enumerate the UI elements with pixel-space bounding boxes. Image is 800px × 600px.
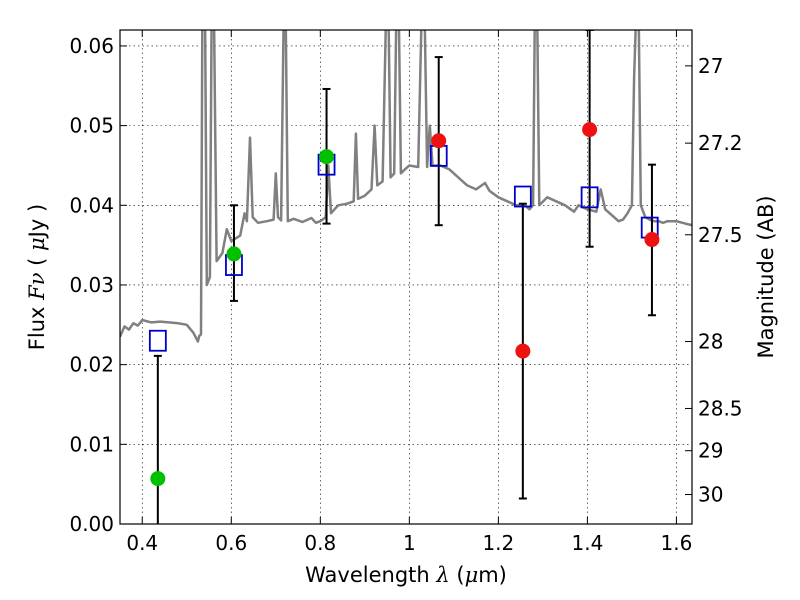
red-data-point-3: [644, 232, 660, 248]
y-tick-label-4: 0.04: [69, 193, 114, 217]
y-tick-label-2: 0.02: [69, 353, 114, 377]
right-tick-label-0: 27: [698, 54, 723, 78]
x-axis-label: Wavelength λ (μm): [305, 563, 507, 587]
right-tick-label-3: 28: [698, 330, 723, 354]
x-tick-label-6: 1.6: [661, 531, 693, 555]
x-axis-ticks: 0.4 0.6 0.8 1 1.2 1.4 1.6: [126, 30, 692, 555]
green-data-point-0: [150, 471, 166, 487]
y-tick-label-6: 0.06: [69, 34, 114, 58]
model-band-square-4: [513, 185, 532, 208]
right-tick-label-4: 28.5: [698, 396, 743, 420]
y-axis-ticks: 0.00 0.01 0.02 0.03 0.04 0.05 0.06: [69, 34, 127, 536]
x-tick-label-0: 0.4: [126, 531, 158, 555]
x-tick-label-3: 1: [403, 531, 416, 555]
red-data-point-2: [582, 122, 598, 138]
y-axis-label: Flux Fν ( μJy ): [25, 204, 49, 350]
observed-photometry-points: [150, 122, 660, 487]
model-spectrum-group: [120, 30, 692, 343]
y-tick-label-0: 0.00: [69, 512, 114, 536]
y-tick-label-3: 0.03: [69, 273, 114, 297]
model-spectrum-line: [120, 30, 692, 343]
right-tick-label-5: 29: [698, 439, 723, 463]
x-tick-label-5: 1.4: [571, 531, 603, 555]
y-tick-label-1: 0.01: [69, 432, 114, 456]
model-band-square-5: [580, 186, 599, 209]
right-tick-label-2: 27.5: [698, 223, 743, 247]
plot-frame: [119, 29, 693, 525]
green-data-point-2: [319, 149, 335, 165]
model-band-square-0: [148, 329, 167, 352]
right-tick-label-6: 30: [698, 483, 723, 507]
x-tick-label-1: 0.6: [215, 531, 247, 555]
green-data-point-1: [226, 246, 242, 262]
right-axis-label: Magnitude (AB): [754, 195, 778, 358]
x-tick-label-2: 0.8: [304, 531, 336, 555]
red-data-point-1: [515, 343, 531, 359]
red-data-point-0: [431, 133, 447, 149]
y-tick-label-5: 0.05: [69, 114, 114, 138]
x-tick-label-4: 1.2: [482, 531, 514, 555]
right-tick-label-1: 27.2: [698, 131, 743, 155]
right-axis-ticks: 27 27.2 27.5 28 28.5 29 30: [685, 54, 743, 507]
